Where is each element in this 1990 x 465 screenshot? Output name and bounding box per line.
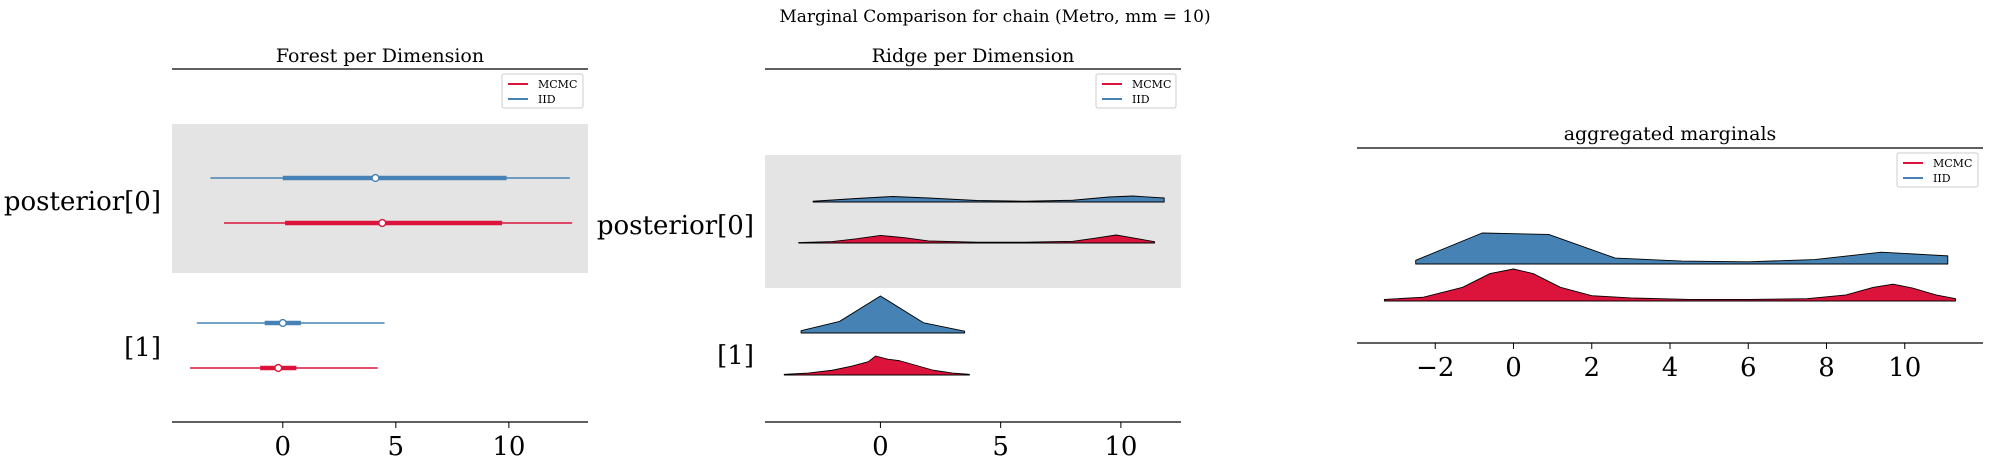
ridge-legend: MCMC IID	[1095, 73, 1177, 109]
forest-median-point	[274, 363, 283, 373]
2-xtick-label: 4	[1662, 353, 1679, 383]
forest-legend-iid-label: IID	[538, 93, 556, 106]
ridge-legend-iid-label: IID	[1132, 93, 1150, 106]
aggregated-x-ticks: −2 0 2 4 6 8 10	[1416, 343, 1921, 383]
aggregated-panel: aggregated marginals −2 0 2 4 6 8 10 MCMC IID	[1357, 123, 1983, 383]
forest-row-label-1: [1]	[124, 333, 161, 363]
2-xtick-label: 8	[1818, 353, 1835, 383]
2-xtick-label: 0	[1505, 353, 1522, 383]
ridge-row0-shade	[765, 155, 1181, 288]
forest-legend-mcmc-label: MCMC	[538, 78, 577, 91]
aggregated-legend: MCMC IID	[1896, 152, 1979, 188]
aggregated-title: aggregated marginals	[1564, 123, 1777, 145]
aggregated-legend-mcmc-label: MCMC	[1933, 157, 1972, 170]
0-xtick-label: 0	[275, 432, 292, 462]
ridge-row-label-1: [1]	[717, 341, 754, 371]
2-xtick-label: 6	[1740, 353, 1757, 383]
ridge-iid-ridge	[800, 295, 966, 334]
forest-row-label-0: posterior[0]	[4, 187, 161, 217]
forest-median-point	[371, 173, 380, 183]
2-xtick-label: 10	[1888, 353, 1921, 383]
ridge-marks	[783, 195, 1165, 376]
forest-legend: MCMC IID	[501, 73, 584, 109]
ridge-legend-mcmc-label: MCMC	[1132, 78, 1171, 91]
aggregated-legend-iid-label: IID	[1933, 172, 1951, 185]
forest-marks	[190, 173, 573, 373]
forest-median-point	[278, 318, 287, 328]
0-xtick-label: 10	[492, 432, 525, 462]
ridge-title: Ridge per Dimension	[872, 45, 1075, 67]
ridge-mcmc-ridge	[783, 355, 970, 376]
ridge-x-ticks: 0 5 10	[872, 422, 1137, 462]
forest-panel: Forest per Dimension posterior[0] [1] 0 5…	[4, 45, 588, 462]
2-xtick-label: 2	[1583, 353, 1600, 383]
0-xtick-label: 5	[388, 432, 405, 462]
aggregated-iid-ridge	[1415, 232, 1949, 265]
aggregated-mcmc-ridge	[1383, 268, 1957, 302]
ridge-panel: Ridge per Dimension posterior[0] [1] 0 5 1…	[597, 45, 1181, 462]
1-xtick-label: 5	[992, 432, 1009, 462]
forest-median-point	[378, 218, 387, 228]
1-xtick-label: 0	[872, 432, 889, 462]
aggregated-marks	[1383, 232, 1957, 302]
1-xtick-label: 10	[1104, 432, 1137, 462]
forest-x-ticks: 0 5 10	[275, 422, 525, 462]
ridge-iid-ridge	[812, 195, 1165, 203]
figure-suptitle: Marginal Comparison for chain (Metro, mm…	[779, 7, 1210, 27]
forest-row0-shade	[172, 124, 588, 273]
ridge-mcmc-ridge	[798, 234, 1155, 244]
forest-title: Forest per Dimension	[276, 45, 484, 67]
ridge-row-label-0: posterior[0]	[597, 211, 754, 241]
2-xtick-label: −2	[1416, 353, 1454, 383]
